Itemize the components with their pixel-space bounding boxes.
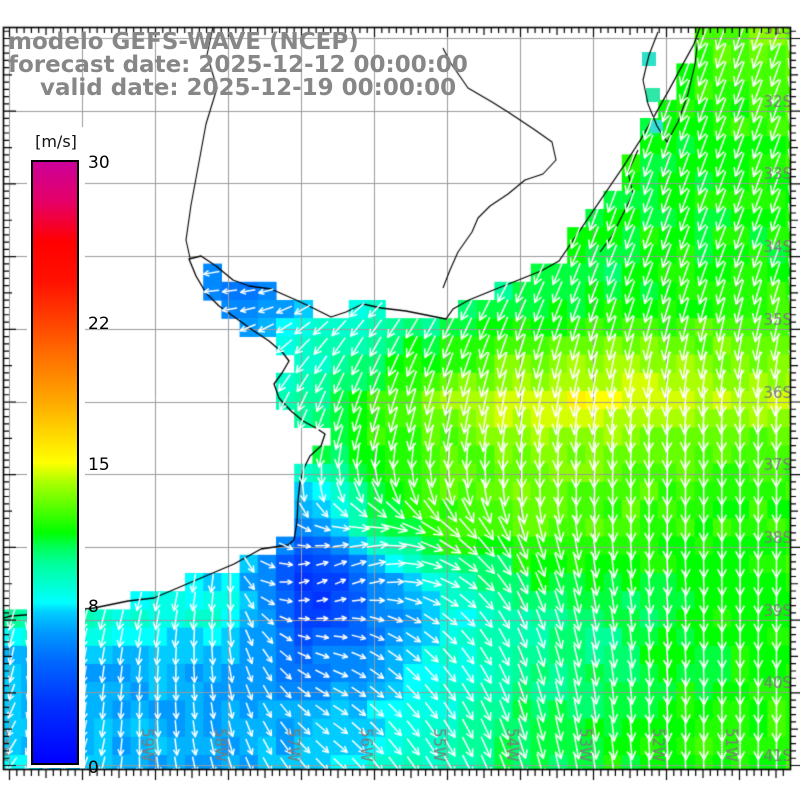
colorbar-tick-label: 15 <box>88 455 110 476</box>
colorbar-panel: [m/s] <box>27 127 85 768</box>
colorbar-tick-label: 0 <box>88 758 99 778</box>
colorbar-gradient <box>31 160 79 765</box>
colorbar-tick-label: 8 <box>88 596 99 617</box>
colorbar-tick-label: 30 <box>88 152 110 173</box>
colorbar-tick-label: 22 <box>88 314 110 335</box>
colorbar-unit-label: [m/s] <box>35 132 77 151</box>
